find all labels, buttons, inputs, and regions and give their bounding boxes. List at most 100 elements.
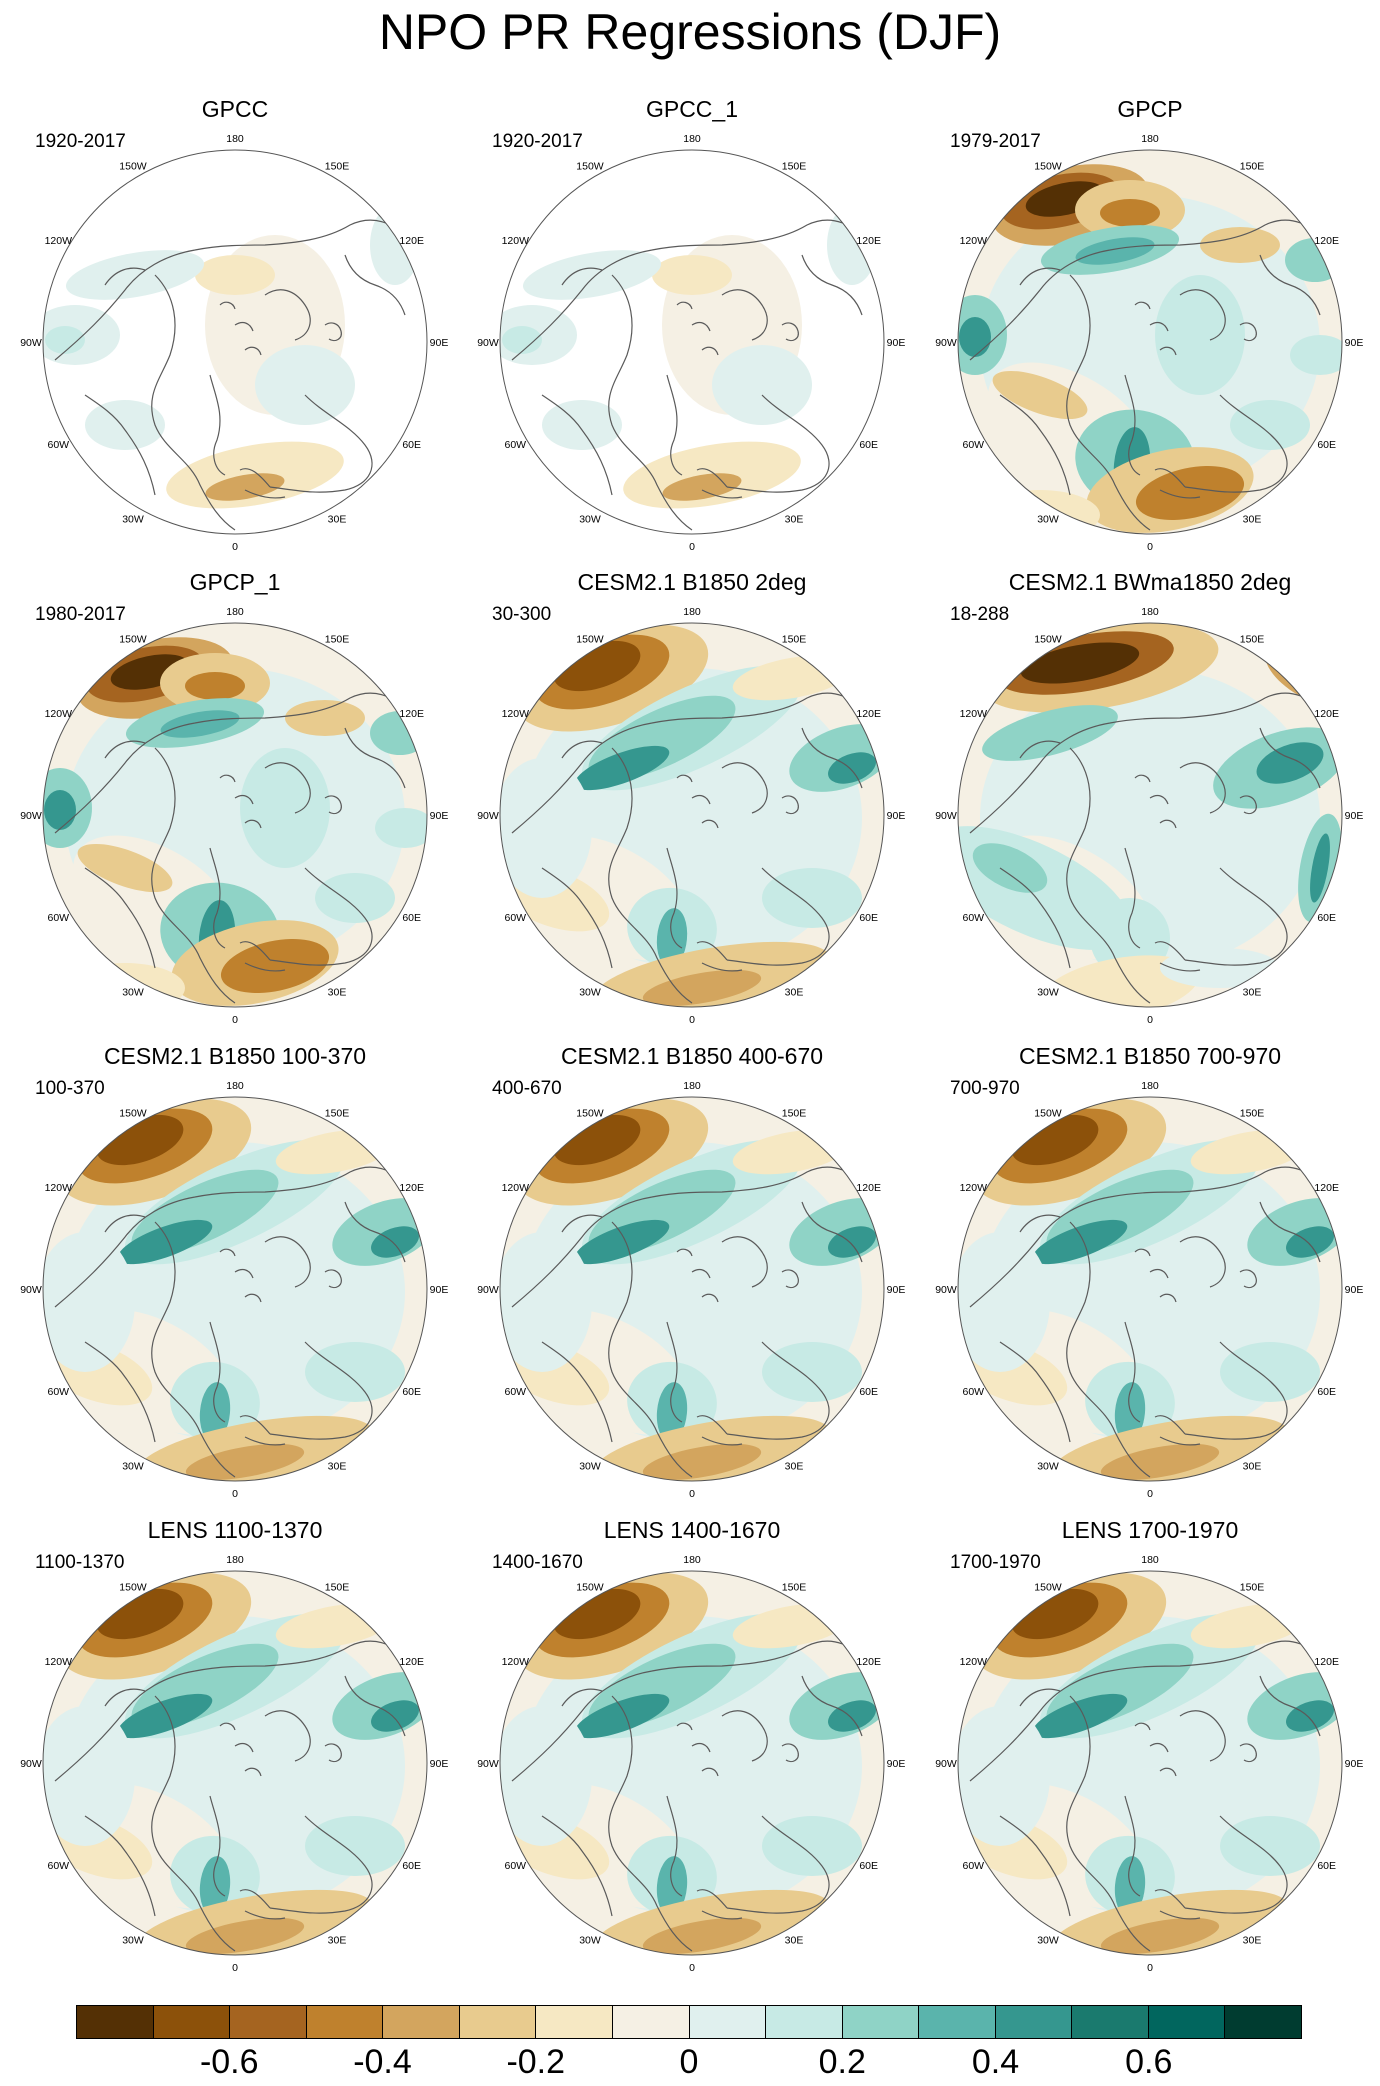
wet-anomaly [305, 1342, 405, 1402]
longitude-label-l0: 0 [689, 1962, 695, 1974]
coastline [696, 941, 743, 972]
longitude-label-l180: 180 [1141, 606, 1159, 618]
longitude-label-l120e: 120E [399, 1182, 424, 1194]
panel-title: CESM2.1 BWma1850 2deg [1008, 569, 1292, 595]
coastline [269, 1341, 373, 1440]
coastline [1154, 941, 1201, 972]
wet-anomaly-core [1114, 1382, 1146, 1442]
longitude-label-l150e: 150E [782, 633, 807, 645]
coastline [84, 394, 156, 496]
coastline [726, 394, 830, 493]
coastline [219, 774, 262, 829]
panel-cesm-bwma1850-2deg: 180 150E 120E 90E 60E 30E 0 30W 60W 90W 120W 150W C… [920, 568, 1380, 1038]
coastline [781, 795, 799, 815]
coastline [344, 1675, 406, 1737]
map-boundary [957, 149, 1343, 535]
polar-map: 180 150E 120E 90E 60E 30E 0 30W 60W 90W 120W 150W [935, 133, 1363, 553]
longitude-label-l90e: 90E [1345, 810, 1364, 822]
dry-anomaly [1100, 199, 1160, 227]
longitude-label-l120w: 120W [45, 1182, 73, 1194]
longitude-label-l30w: 30W [1037, 514, 1059, 526]
wet-anomaly [702, 1736, 822, 1816]
coastline [666, 847, 683, 949]
map-boundary [42, 149, 428, 535]
colorbar-tick-label: 0 [679, 2043, 699, 2081]
longitude-label-l30e: 30E [328, 1935, 347, 1947]
panel-title: GPCP [1117, 96, 1183, 122]
coastline [1179, 762, 1226, 814]
coastline [676, 774, 719, 829]
longitude-label-l150e: 150E [782, 1581, 807, 1593]
longitude-label-l60w: 60W [505, 1860, 527, 1872]
coastline [219, 1248, 262, 1303]
longitude-label-l30w: 30W [579, 1461, 601, 1473]
panel-title: GPCC_1 [645, 96, 739, 122]
coastlines [511, 1166, 868, 1478]
longitude-label-l30w: 30W [1037, 1461, 1059, 1473]
panel-period: 1400-1670 [492, 1552, 583, 1573]
longitude-label-l120e: 120E [856, 708, 881, 720]
colorbar-cell [1072, 2006, 1149, 2038]
longitude-label-l180: 180 [683, 1554, 701, 1566]
longitude-label-l0: 0 [232, 1014, 238, 1026]
panel-title: CESM2.1 B1850 700-970 [1018, 1043, 1282, 1069]
coastline [269, 394, 373, 493]
longitude-label-l150w: 150W [576, 633, 604, 645]
longitude-label-l60e: 60E [859, 439, 878, 451]
longitude-label-l90e: 90E [430, 1284, 449, 1296]
coastline [1066, 274, 1151, 531]
longitude-label-l150e: 150E [325, 160, 350, 172]
wet-anomaly-core [656, 1856, 688, 1916]
colorbar-tick-label: -0.4 [353, 2043, 412, 2081]
coastline [1184, 867, 1288, 966]
coastline [999, 867, 1071, 969]
wet-anomaly [958, 1706, 1050, 1846]
longitude-label-l0: 0 [689, 1488, 695, 1500]
map-boundary [42, 1570, 428, 1956]
wet-anomaly [702, 1262, 822, 1342]
map-boundary [42, 622, 428, 1008]
coastline [999, 394, 1071, 496]
longitude-label-l90w: 90W [935, 1758, 957, 1770]
coastline [969, 1640, 1326, 1782]
wet-anomaly [542, 400, 622, 450]
wet-anomaly [245, 1262, 365, 1342]
longitude-label-l30e: 30E [785, 514, 804, 526]
polar-map: 180 150E 120E 90E 60E 30E 0 30W 60W 90W 120W 150W [20, 1554, 448, 1974]
wet-anomaly-core [199, 1856, 231, 1916]
polar-map: 180 150E 120E 90E 60E 30E 0 30W 60W 90W 120W 150W [20, 133, 448, 553]
longitude-label-l90w: 90W [935, 337, 957, 349]
wet-anomaly-core [1310, 833, 1330, 903]
map-boundary [957, 622, 1343, 1008]
coastline [54, 1166, 411, 1308]
coastlines [54, 1166, 411, 1478]
wet-anomaly-core [574, 1693, 670, 1739]
map-boundary [957, 1570, 1343, 1956]
longitude-label-l30e: 30E [328, 514, 347, 526]
longitude-label-l120w: 120W [502, 235, 530, 247]
longitude-label-l60w: 60W [48, 912, 70, 924]
coastline [608, 1221, 693, 1478]
longitude-label-l120w: 120W [45, 708, 73, 720]
coastline [1259, 727, 1321, 789]
wet-anomaly [762, 868, 862, 928]
coastline [1154, 1415, 1201, 1446]
longitude-label-l60e: 60E [402, 439, 421, 451]
coastline [84, 867, 156, 969]
panel-gpcp-1: 180 150E 120E 90E 60E 30E 0 30W 60W 90W 120W 150W G… [5, 568, 465, 1038]
coastline [608, 274, 693, 531]
coastline [1134, 1248, 1177, 1303]
dry-anomaly-core [642, 1443, 762, 1481]
coastline [324, 1269, 342, 1289]
longitude-label-l180: 180 [226, 606, 244, 618]
coastlines [54, 219, 411, 531]
map-boundary [499, 149, 885, 535]
coastline [721, 762, 768, 814]
coastline [209, 374, 226, 476]
coastline [1019, 1214, 1061, 1233]
coastline [104, 740, 146, 759]
longitude-label-l90e: 90E [887, 1758, 906, 1770]
wet-anomaly [240, 748, 330, 868]
coastline [344, 1201, 406, 1263]
polar-map: 180 150E 120E 90E 60E 30E 0 30W 60W 90W 120W 150W [477, 1554, 906, 1974]
